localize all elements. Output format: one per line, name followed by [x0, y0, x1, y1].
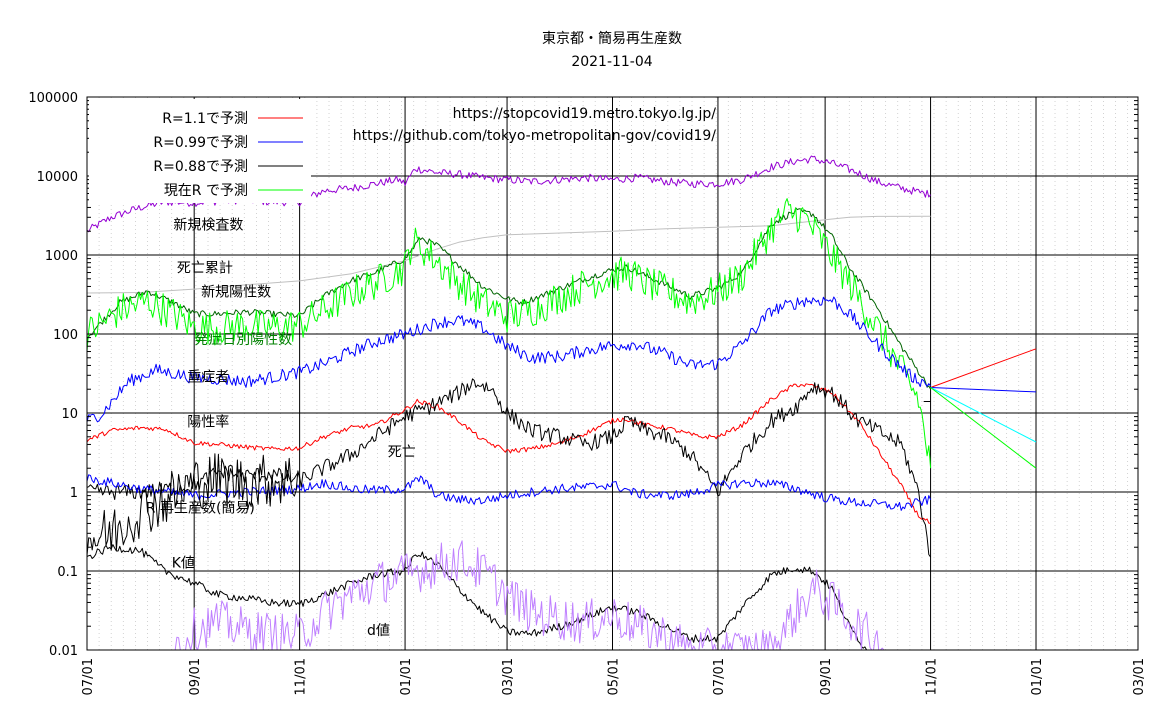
source-urls: https://stopcovid19.metro.tokyo.lg.jp/ht… [353, 106, 717, 144]
series-line-1 [86, 215, 931, 294]
series-annotation: d値 [367, 623, 390, 639]
series-annotation: 発症日別陽性数 [194, 332, 292, 348]
y-tick-label: 10000 [37, 170, 78, 185]
chart-subtitle: 2021-11-04 [571, 54, 652, 70]
x-tick-label: 03/01 [501, 658, 516, 695]
x-tick-label: 11/01 [294, 658, 309, 695]
x-tick-label: 03/01 [1132, 658, 1147, 695]
x-tick-label: 05/01 [607, 658, 622, 695]
source-url: https://github.com/tokyo-metropolitan-go… [353, 128, 717, 144]
series-line-9 [173, 540, 885, 651]
x-tick-label: 11/01 [925, 658, 940, 695]
series-line-11 [930, 348, 1037, 388]
source-url: https://stopcovid19.metro.tokyo.lg.jp/ [453, 106, 717, 122]
x-tick-label: 01/01 [399, 658, 414, 695]
x-tick-label: 07/01 [712, 658, 727, 695]
plot-border [86, 96, 1139, 651]
y-tick-label: 100 [53, 328, 78, 343]
legend-label: R=0.99で予測 [153, 135, 248, 151]
x-tick-label: 09/01 [819, 658, 834, 695]
x-tick-label: 01/01 [1030, 658, 1045, 695]
series-annotation: K値 [172, 556, 195, 572]
series-line-8 [86, 544, 868, 651]
plot-frame [86, 96, 1139, 651]
series-annotation: 死亡 [388, 445, 416, 461]
axes: 0.01 0.1 1 10 100 1000 10000 100000 07/01 09/01 11… [28, 91, 1147, 695]
series-line-14 [930, 387, 1037, 443]
y-tick-label: 1 [70, 486, 78, 501]
y-tick-label: 100000 [28, 91, 78, 106]
series-line-3 [86, 198, 932, 469]
series-annotation: 新規検査数 [173, 218, 243, 234]
series-line-5 [86, 383, 931, 524]
y-tick-label: 0.1 [57, 565, 78, 580]
series-annotation: 死亡累計 [177, 261, 233, 277]
series-annotation: 新規陽性数 [201, 284, 271, 300]
legend-label: 現在R で予測 [164, 183, 248, 199]
x-tick-label: 07/01 [81, 658, 96, 695]
series-annotation: 陽性率 [187, 414, 229, 431]
series-line-12 [930, 387, 1037, 393]
series-annotation: R 再生産数(簡易) [146, 501, 255, 517]
legend-background [89, 99, 311, 203]
y-tick-label: 1000 [45, 249, 78, 264]
series-annotation: 重症者 [187, 370, 229, 386]
chart-title: 東京都・簡易再生産数 [542, 31, 682, 47]
y-tick-label: 0.01 [49, 644, 78, 659]
y-tick-label: 10 [61, 407, 78, 422]
series-line-4 [86, 296, 931, 423]
legend-label: R=0.88で予測 [153, 159, 248, 175]
series-line-6 [86, 378, 932, 558]
legend-label: R=1.1で予測 [162, 111, 248, 127]
x-tick-label: 09/01 [188, 658, 203, 695]
series-line-10 [86, 453, 301, 556]
series-line-15 [930, 387, 1037, 469]
